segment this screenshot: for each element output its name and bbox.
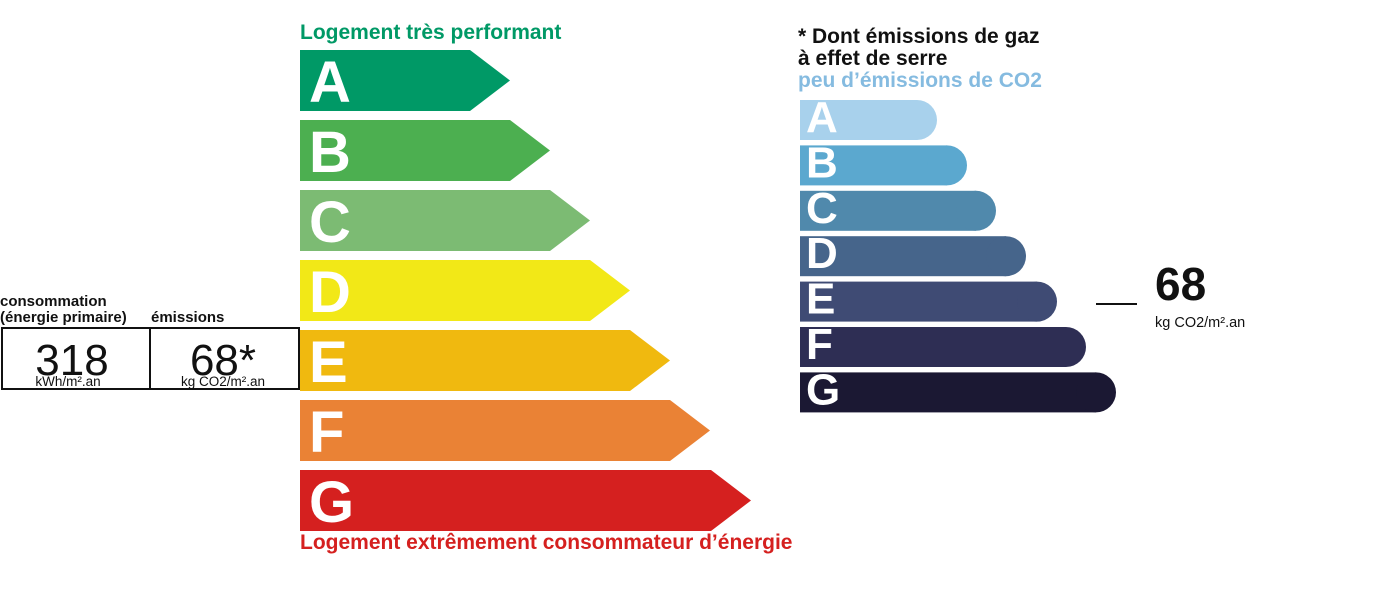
svg-text:E: E — [309, 330, 348, 395]
svg-text:G: G — [309, 470, 354, 535]
svg-text:D: D — [309, 260, 351, 325]
svg-text:A: A — [309, 50, 351, 115]
svg-text:C: C — [309, 190, 351, 255]
svg-text:kg CO2/m².an: kg CO2/m².an — [1155, 315, 1245, 331]
svg-text:E: E — [806, 275, 835, 324]
svg-text:B: B — [806, 138, 838, 187]
svg-text:kWh/m².an: kWh/m².an — [35, 374, 100, 389]
svg-text:B: B — [309, 120, 351, 185]
svg-text:* Dont émissions de gaz: * Dont émissions de gaz — [798, 25, 1040, 48]
svg-text:Logement extrêmement consommat: Logement extrêmement consommateur d’éner… — [300, 531, 792, 554]
svg-text:D: D — [806, 229, 838, 278]
svg-text:kg CO2/m².an: kg CO2/m².an — [181, 374, 265, 389]
svg-text:émissions: émissions — [151, 309, 224, 326]
svg-text:G: G — [806, 365, 840, 414]
svg-text:à effet de serre: à effet de serre — [798, 47, 947, 70]
svg-text:Logement très performant: Logement très performant — [300, 21, 561, 44]
svg-text:consommation: consommation — [0, 293, 107, 310]
svg-text:F: F — [309, 400, 344, 465]
svg-text:F: F — [806, 320, 833, 369]
svg-text:C: C — [806, 184, 838, 233]
svg-text:(énergie primaire): (énergie primaire) — [0, 309, 127, 326]
svg-text:A: A — [806, 93, 838, 142]
svg-text:peu d’émissions de CO2: peu d’émissions de CO2 — [798, 69, 1042, 92]
svg-text:68: 68 — [1155, 258, 1206, 310]
